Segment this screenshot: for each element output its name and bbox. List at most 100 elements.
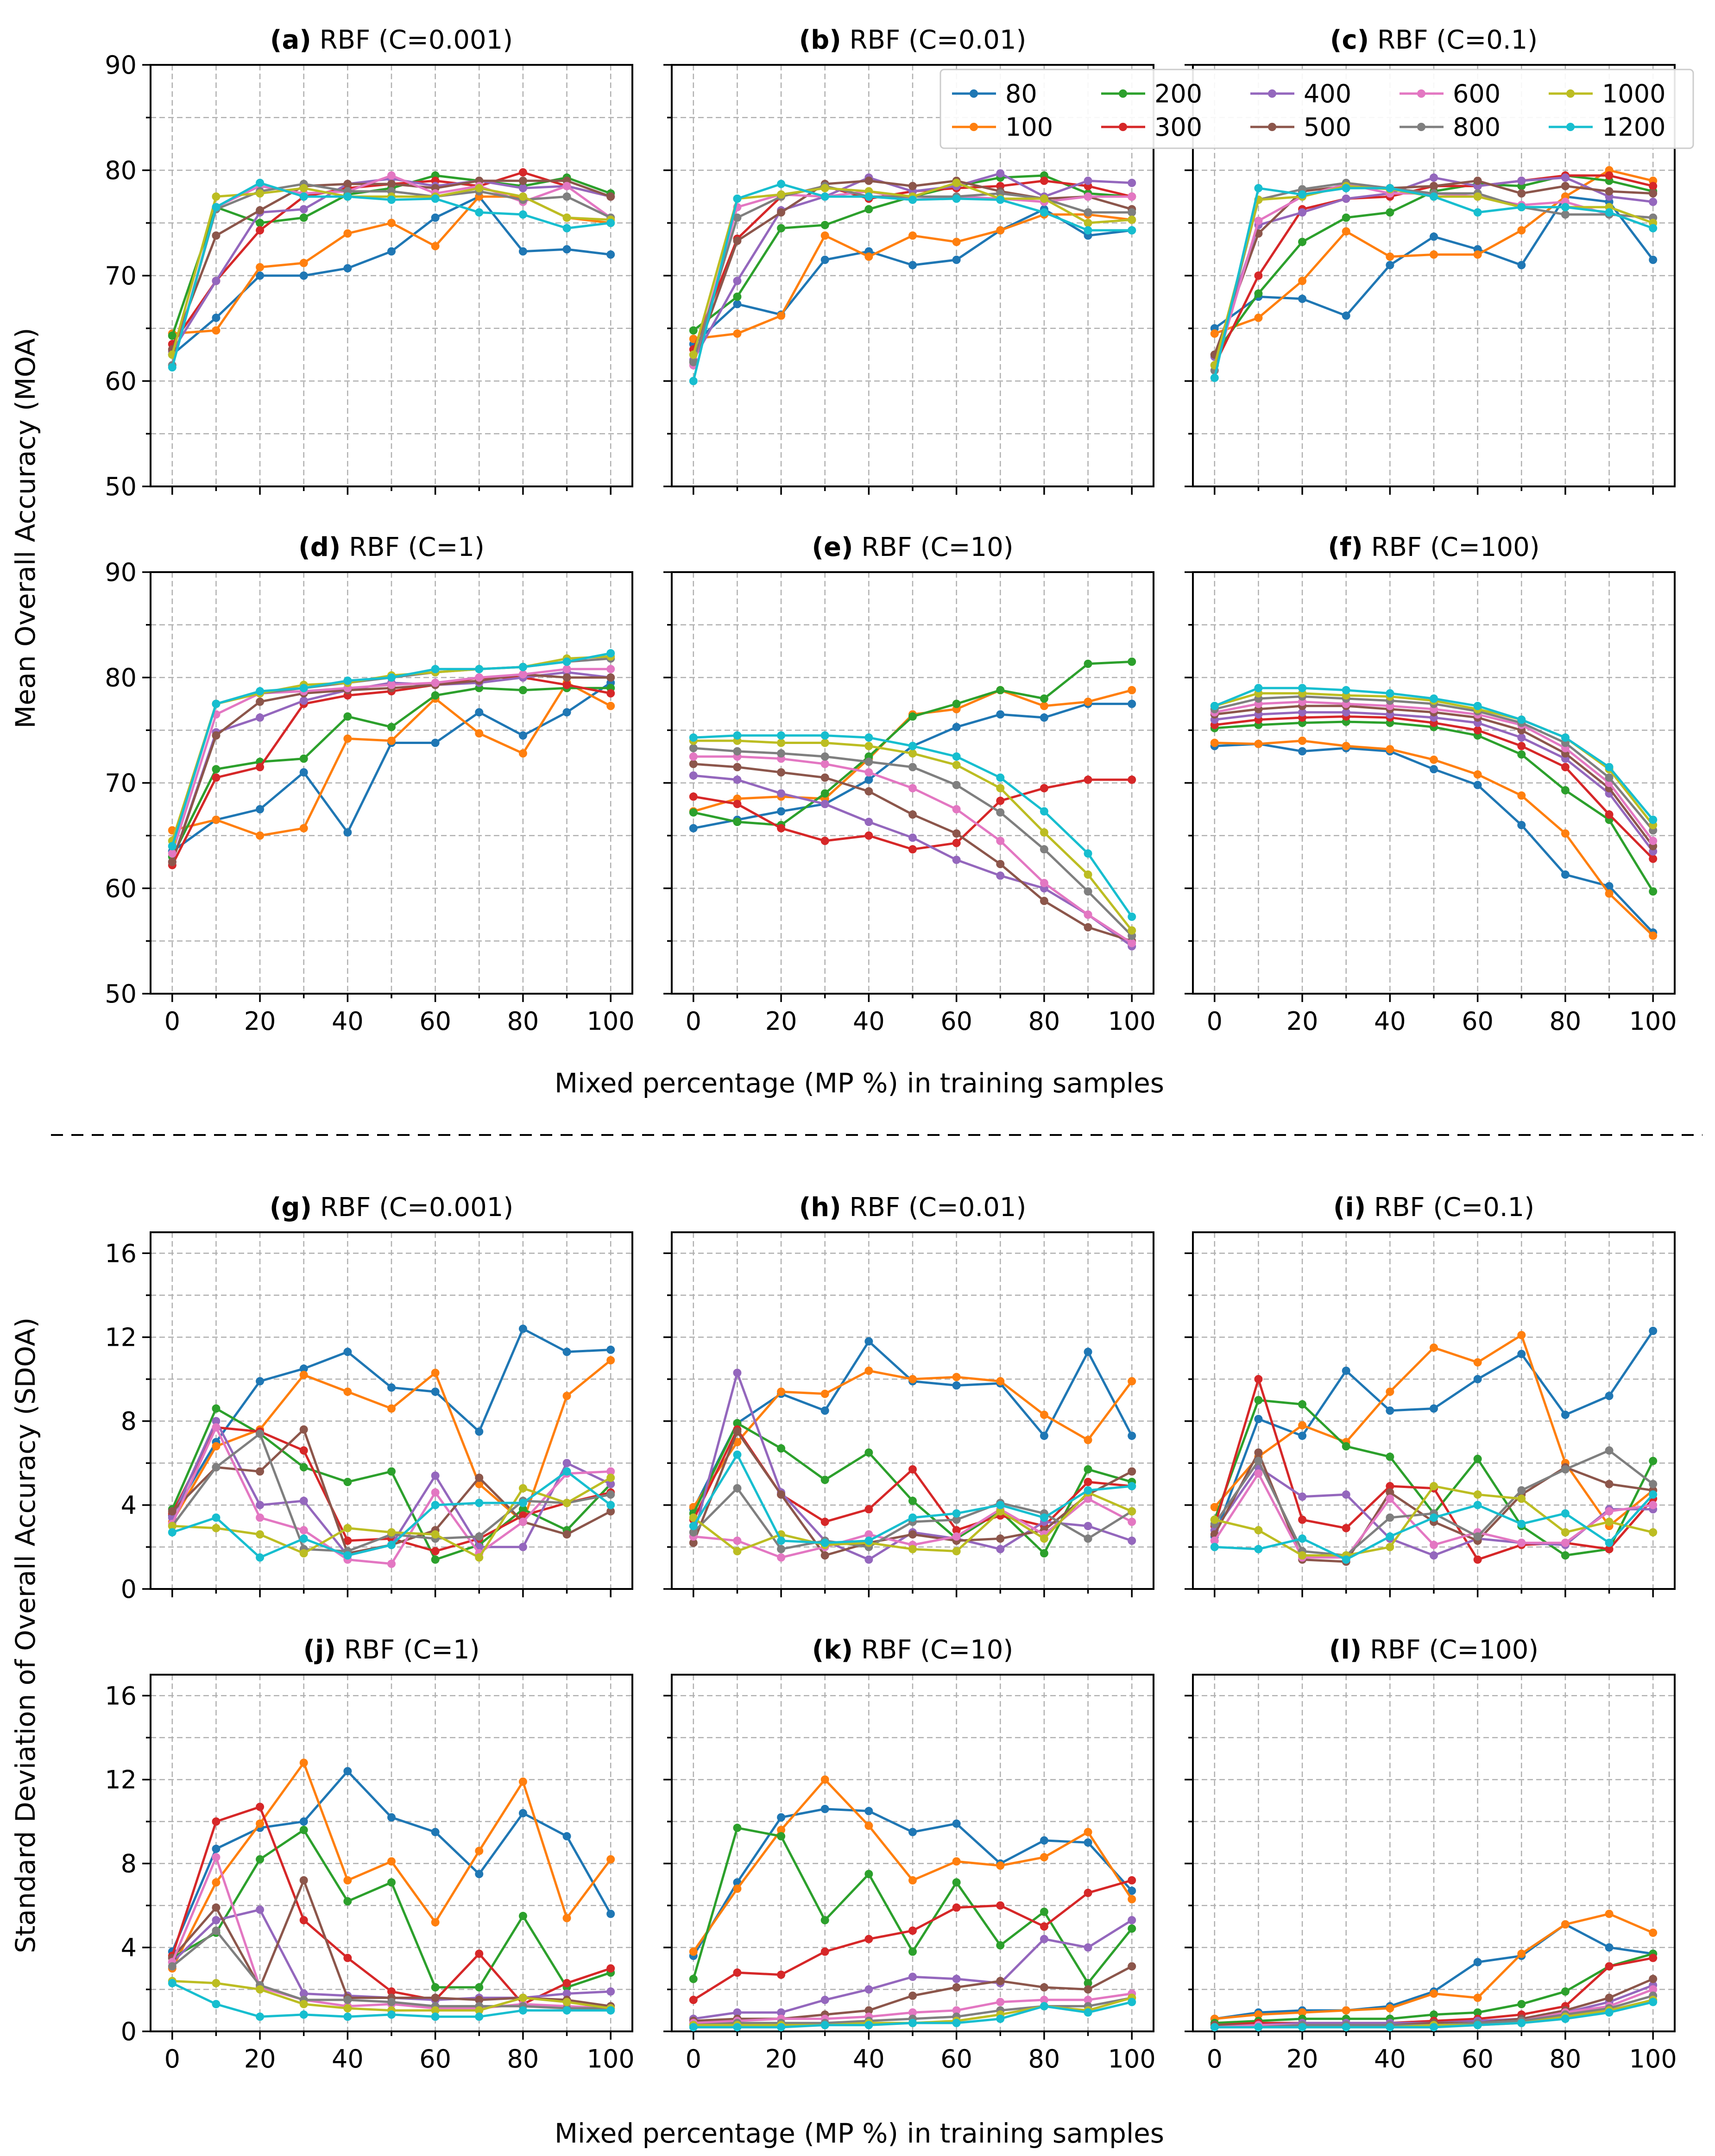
data-point <box>1084 697 1092 706</box>
data-point <box>1386 1494 1394 1503</box>
data-point <box>1254 2010 1263 2019</box>
data-point <box>212 1926 221 1935</box>
data-point <box>562 245 571 254</box>
data-point <box>820 1916 829 1924</box>
data-point <box>864 177 873 185</box>
data-point <box>1128 1467 1136 1476</box>
data-point <box>212 1417 221 1425</box>
data-point <box>820 1406 829 1415</box>
data-point <box>952 1983 961 1992</box>
data-point <box>168 1528 177 1537</box>
data-point <box>733 763 742 771</box>
data-point <box>343 712 352 721</box>
data-point <box>1473 2021 1482 2030</box>
panel-title: (f) RBF (C=100) <box>1328 532 1539 562</box>
data-point <box>212 1817 221 1826</box>
data-point <box>733 1419 742 1428</box>
data-point <box>299 1817 308 1826</box>
data-point <box>343 192 352 201</box>
data-point <box>1040 828 1048 837</box>
data-point <box>1210 1536 1219 1545</box>
data-point <box>1386 2004 1394 2013</box>
data-point <box>864 1536 873 1545</box>
data-point <box>1128 1482 1136 1491</box>
data-point <box>1561 1528 1570 1537</box>
data-point <box>299 205 308 214</box>
data-point <box>518 177 527 185</box>
legend-marker <box>970 123 978 131</box>
data-point <box>1084 1465 1092 1474</box>
panel-e: 0 20 40 60 80 100 (e) RBF (C=10) <box>663 532 1156 1036</box>
data-point <box>475 1427 484 1436</box>
data-point <box>475 1553 484 1562</box>
data-point <box>1040 2002 1048 2011</box>
x-tick-label: 100 <box>587 1007 635 1036</box>
data-point <box>689 358 698 366</box>
data-point <box>562 1467 571 1476</box>
panel-kernel: RBF (C=100) <box>1363 532 1540 562</box>
data-point <box>1430 192 1438 201</box>
data-point <box>1298 208 1307 217</box>
panel-letter: (e) <box>812 532 853 562</box>
data-point <box>733 1547 742 1556</box>
data-point <box>733 1368 742 1377</box>
data-point <box>256 763 265 771</box>
legend-item-100: 100 <box>952 113 1053 142</box>
data-point <box>1298 684 1307 693</box>
panel-kernel: RBF (C=1) <box>340 532 485 562</box>
data-point <box>256 1905 265 1914</box>
data-point <box>777 768 786 777</box>
data-point <box>1084 1534 1092 1543</box>
data-point <box>996 195 1005 204</box>
data-point <box>256 805 265 813</box>
data-point <box>908 1926 917 1935</box>
data-point <box>387 1559 396 1568</box>
y-tick-label: 4 <box>121 1933 137 1962</box>
data-point <box>952 1547 961 1556</box>
data-point <box>1128 215 1136 224</box>
data-point <box>733 747 742 756</box>
data-point <box>1342 742 1350 750</box>
data-point <box>864 733 873 742</box>
data-point <box>606 219 615 227</box>
data-point <box>475 708 484 717</box>
data-point <box>168 857 177 866</box>
data-point <box>518 731 527 740</box>
data-point <box>1254 1448 1263 1457</box>
data-point <box>952 1857 961 1866</box>
y-tick-label: 16 <box>105 1681 137 1710</box>
data-point <box>606 1473 615 1482</box>
data-point <box>343 1536 352 1545</box>
data-point <box>1084 910 1092 919</box>
data-point <box>475 2012 484 2021</box>
data-point <box>689 1996 698 2005</box>
data-point <box>431 1547 440 1556</box>
data-point <box>299 271 308 280</box>
data-point <box>908 1465 917 1474</box>
data-point <box>562 1832 571 1841</box>
data-point <box>733 292 742 301</box>
data-point <box>518 1505 527 1513</box>
data-point <box>733 1427 742 1436</box>
legend-label: 300 <box>1154 113 1202 142</box>
data-point <box>1254 1375 1263 1384</box>
panel-kernel: RBF (C=0.1) <box>1369 25 1538 55</box>
legend-marker <box>1566 123 1575 131</box>
data-point <box>387 219 396 227</box>
x-tick-label: 20 <box>1286 2044 1318 2074</box>
data-point <box>1342 1555 1350 1564</box>
data-point <box>820 1518 829 1526</box>
data-point <box>1649 815 1658 824</box>
data-point <box>1084 1828 1092 1836</box>
data-point <box>1210 1543 1219 1551</box>
data-point <box>1649 1490 1658 1499</box>
data-point <box>864 1366 873 1375</box>
data-point <box>1517 189 1526 198</box>
data-point <box>212 815 221 824</box>
x-tick-label: 60 <box>940 2044 972 2074</box>
data-point <box>1649 1528 1658 1537</box>
x-tick-label: 80 <box>507 2044 539 2074</box>
panel-title: (i) RBF (C=0.1) <box>1333 1192 1534 1223</box>
data-point <box>1128 1518 1136 1526</box>
